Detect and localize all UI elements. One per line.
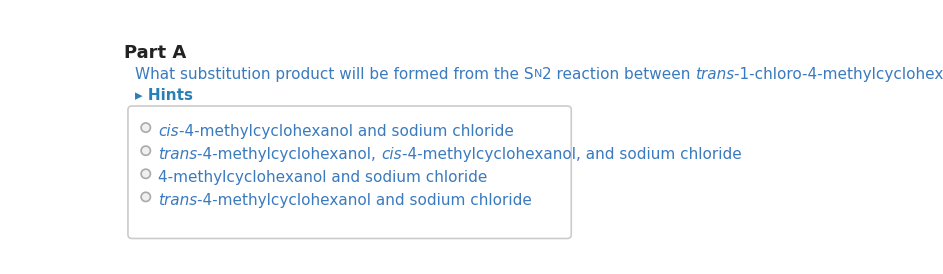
Text: -4-methylcyclohexanol,: -4-methylcyclohexanol, [197,147,381,162]
Text: N: N [534,69,542,79]
Text: -4-methylcyclohexanol and sodium chloride: -4-methylcyclohexanol and sodium chlorid… [179,124,514,139]
Text: cis: cis [158,124,179,139]
Text: Part A: Part A [124,44,187,62]
Circle shape [141,146,151,155]
Text: 4-methylcyclohexanol and sodium chloride: 4-methylcyclohexanol and sodium chloride [158,170,488,185]
Text: 2 reaction between: 2 reaction between [542,67,695,82]
Text: trans: trans [158,193,197,208]
Text: trans: trans [158,147,197,162]
Text: cis: cis [381,147,402,162]
Text: trans: trans [695,67,735,82]
Circle shape [141,169,151,178]
FancyBboxPatch shape [128,106,571,238]
Text: What substitution product will be formed from the S: What substitution product will be formed… [135,67,534,82]
Text: -4-methylcyclohexanol, and sodium chloride: -4-methylcyclohexanol, and sodium chlori… [402,147,741,162]
Text: ▸ Hints: ▸ Hints [135,88,193,103]
Text: -1-chloro-4-methylcyclohexane and sodium hydroxide?: -1-chloro-4-methylcyclohexane and sodium… [735,67,943,82]
Circle shape [141,123,151,132]
Circle shape [141,192,151,201]
Text: -4-methylcyclohexanol and sodium chloride: -4-methylcyclohexanol and sodium chlorid… [197,193,532,208]
